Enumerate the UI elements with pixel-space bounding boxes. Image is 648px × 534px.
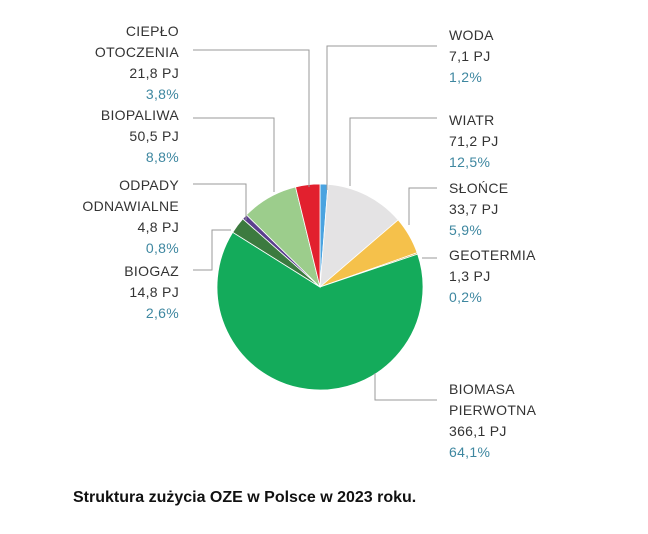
slice-label-biomasa: BIOMASA PIERWOTNA 366,1 PJ 64,1%	[449, 381, 537, 460]
slice-percent: 2,6%	[146, 305, 179, 321]
leader-line-woda	[326, 45, 437, 190]
chart-caption: Struktura zużycia OZE w Polsce w 2023 ro…	[73, 489, 417, 506]
slice-percent: 12,5%	[449, 154, 490, 170]
slice-value: 7,1 PJ	[449, 48, 491, 64]
slice-label-cieplo: CIEPŁO OTOCZENIA 21,8 PJ 3,8%	[95, 23, 179, 102]
slice-name: BIOGAZ	[124, 263, 179, 279]
slice-value: 50,5 PJ	[129, 128, 179, 144]
leader-line-biomasa	[374, 373, 437, 401]
slice-name: PIERWOTNA	[449, 402, 537, 418]
leader-line-biopaliwa	[193, 117, 275, 192]
slice-value: 4,8 PJ	[138, 219, 180, 235]
pie-slice-cieplo	[295, 183, 321, 288]
pie-slices	[216, 183, 424, 391]
slice-percent: 1,2%	[449, 69, 482, 85]
slice-value: 366,1 PJ	[449, 423, 507, 439]
slice-label-slonce: SŁOŃCE 33,7 PJ 5,9%	[449, 180, 508, 238]
slice-name: BIOMASA	[449, 381, 515, 397]
leader-line-wiatr	[349, 117, 437, 186]
slice-label-biogaz: BIOGAZ 14,8 PJ 2,6%	[124, 263, 179, 321]
slice-value: 33,7 PJ	[449, 201, 499, 217]
slice-name: OTOCZENIA	[95, 44, 179, 60]
slice-name: ODNAWIALNE	[82, 198, 179, 214]
slice-name: SŁOŃCE	[449, 180, 508, 196]
slice-percent: 3,8%	[146, 86, 179, 102]
leader-line-odpady	[193, 183, 247, 220]
leader-line-biogaz	[193, 229, 231, 271]
slice-name: WIATR	[449, 112, 495, 128]
pie-chart: WODA 7,1 PJ 1,2% WIATR 71,2 PJ 12,5% SŁOŃCE 33,…	[82, 23, 537, 460]
slice-name: ODPADY	[119, 177, 179, 193]
slice-name: CIEPŁO	[126, 23, 179, 39]
pie-slice-wiatr	[319, 183, 399, 288]
slice-value: 1,3 PJ	[449, 268, 491, 284]
leader-line-cieplo	[193, 49, 310, 187]
slice-name: WODA	[449, 27, 494, 43]
slice-name: GEOTERMIA	[449, 247, 536, 263]
slice-value: 14,8 PJ	[129, 284, 179, 300]
slice-value: 21,8 PJ	[129, 65, 179, 81]
slice-label-geotermia: GEOTERMIA 1,3 PJ 0,2%	[449, 247, 536, 305]
slice-value: 71,2 PJ	[449, 133, 499, 149]
slice-label-woda: WODA 7,1 PJ 1,2%	[449, 27, 494, 85]
slice-percent: 5,9%	[449, 222, 482, 238]
leader-line-slonce	[408, 187, 437, 225]
pie-slice-biomasa	[216, 231, 424, 391]
slice-label-biopaliwa: BIOPALIWA 50,5 PJ 8,8%	[101, 107, 180, 165]
slice-percent: 0,2%	[449, 289, 482, 305]
slice-percent: 8,8%	[146, 149, 179, 165]
slice-label-wiatr: WIATR 71,2 PJ 12,5%	[449, 112, 499, 170]
slice-percent: 64,1%	[449, 444, 490, 460]
slice-label-odpady: ODPADY ODNAWIALNE 4,8 PJ 0,8%	[82, 177, 179, 256]
slice-percent: 0,8%	[146, 240, 179, 256]
slice-name: BIOPALIWA	[101, 107, 180, 123]
